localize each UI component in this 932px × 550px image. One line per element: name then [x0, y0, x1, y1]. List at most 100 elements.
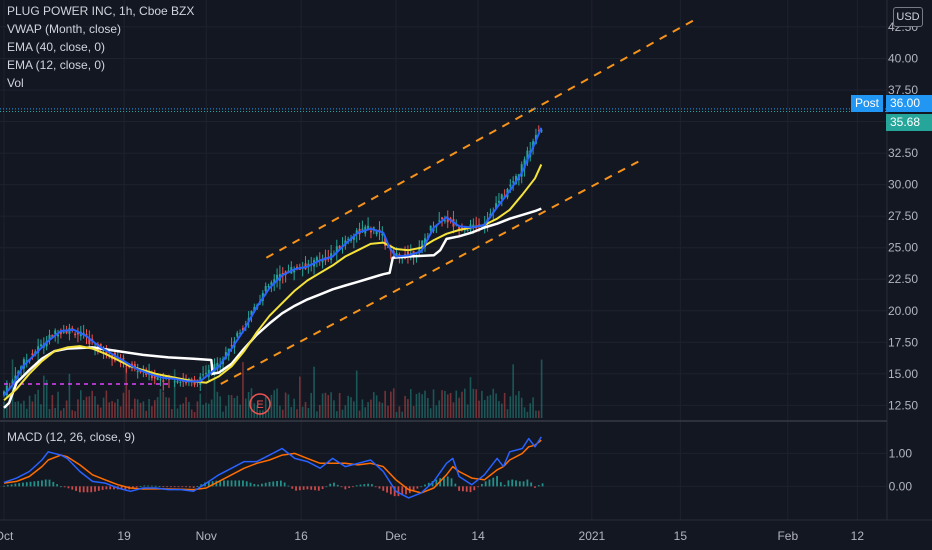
volume-bar	[51, 395, 54, 418]
macd-hist-bar	[431, 481, 434, 487]
macd-tick-label: 0.00	[889, 479, 913, 493]
candle-body	[338, 245, 341, 250]
macd-hist-bar	[109, 486, 112, 490]
candle-body	[11, 380, 14, 385]
volume-bar	[111, 401, 113, 418]
macd-hist-bar	[329, 483, 332, 487]
volume-bar	[364, 407, 367, 418]
macd-legend[interactable]: MACD (12, 26, close, 9)	[7, 430, 136, 444]
macd-histogram	[3, 475, 544, 497]
symbol-title[interactable]: PLUG POWER INC, 1h, Cboe BZX	[7, 4, 195, 18]
candle-body	[537, 130, 540, 132]
macd-hist-bar	[302, 486, 305, 490]
candle-body	[443, 220, 446, 222]
volume-bar	[401, 411, 404, 418]
macd-hist-bar	[10, 484, 13, 487]
post-price-tag: 36.00	[886, 95, 932, 112]
macd-hist-bar	[416, 486, 419, 489]
candle-body	[74, 333, 77, 336]
volume-bars	[3, 359, 543, 418]
volume-bar	[153, 400, 156, 418]
time-axis-labels[interactable]: Oct 19 Nov 16 Dec 14 2021 15 Feb 12	[0, 529, 864, 543]
macd-hist-bar	[507, 480, 510, 487]
volume-bar	[165, 397, 167, 418]
legend-ema12[interactable]: EMA (12, close, 0)	[7, 58, 106, 72]
volume-bar	[506, 409, 509, 418]
macd-hist-bar	[37, 480, 40, 487]
trend-channel[interactable]	[220, 19, 694, 385]
candle-body	[315, 257, 318, 261]
earnings-marker[interactable]: E	[249, 393, 271, 415]
macd-hist-bar	[63, 486, 66, 488]
time-tick-label: 15	[674, 529, 688, 543]
candle-body	[57, 334, 60, 337]
volume-bar	[242, 362, 244, 418]
macd-hist-bar	[120, 486, 123, 490]
volume-bar	[441, 390, 443, 418]
volume-bar	[17, 401, 20, 418]
price-tick-label: 12.50	[888, 398, 918, 412]
macd-hist-bar	[526, 479, 529, 487]
volume-bar	[219, 396, 221, 418]
legend-volume[interactable]: Vol	[7, 76, 24, 90]
volume-bar	[523, 407, 526, 418]
candle-body	[446, 217, 449, 223]
currency-button[interactable]: USD	[893, 7, 923, 27]
macd-hist-bar	[200, 484, 203, 487]
macd-hist-bar	[211, 481, 214, 487]
candle-body	[25, 360, 28, 362]
macd-hist-bar	[321, 486, 324, 490]
volume-bar	[461, 391, 463, 418]
volume-bar	[276, 388, 278, 418]
candle-body	[176, 381, 179, 383]
price-axis-labels[interactable]: 12.50 15.00 17.50 20.00 22.50 25.00 27.50 30.00…	[888, 20, 918, 412]
volume-bar	[99, 407, 102, 418]
candle-body	[421, 240, 424, 247]
candle-body	[267, 285, 270, 287]
volume-bar	[353, 401, 355, 418]
candle-body	[239, 332, 242, 334]
price-tick-label: 30.00	[888, 178, 918, 192]
volume-bar	[452, 402, 455, 418]
candle-body	[264, 286, 267, 292]
volume-bar	[444, 390, 446, 418]
candle-body	[298, 268, 301, 270]
candle-body	[293, 270, 296, 273]
volume-bar	[475, 389, 477, 418]
volume-bar	[435, 405, 438, 418]
macd-hist-bar	[124, 486, 127, 490]
volume-bar	[114, 402, 116, 418]
volume-bar	[350, 397, 352, 418]
volume-bar	[222, 411, 224, 418]
volume-bar	[190, 409, 193, 418]
volume-bar	[250, 388, 253, 418]
candle-body	[384, 237, 387, 246]
macd-axis-labels: 0.00 1.00	[889, 446, 913, 493]
candle-body	[136, 371, 139, 373]
time-tick-label: 2021	[579, 529, 606, 543]
candle-body	[347, 238, 350, 240]
candle-body	[321, 260, 324, 263]
macd-hist-bar	[25, 482, 28, 487]
macd-hist-bar	[41, 480, 43, 487]
volume-bar	[225, 405, 227, 418]
volume-bar	[341, 409, 344, 418]
volume-bar	[287, 394, 290, 418]
price-tick-label: 37.50	[888, 83, 918, 97]
legend-ema40[interactable]: EMA (40, close, 0)	[7, 40, 106, 54]
volume-bar	[316, 411, 318, 418]
volume-bar	[409, 389, 412, 418]
macd-hist-bar	[143, 485, 146, 487]
macd-hist-bar	[18, 483, 21, 487]
volume-bar	[173, 369, 176, 418]
macd-hist-bar	[424, 484, 426, 487]
volume-bar	[336, 411, 338, 418]
legend-vwap[interactable]: VWAP (Month, close)	[7, 22, 122, 36]
candle-body	[270, 282, 273, 286]
volume-bar	[40, 404, 42, 418]
candle-body	[497, 200, 500, 203]
candle-body	[273, 279, 276, 285]
volume-bar	[179, 404, 182, 418]
volume-bar	[162, 391, 165, 418]
